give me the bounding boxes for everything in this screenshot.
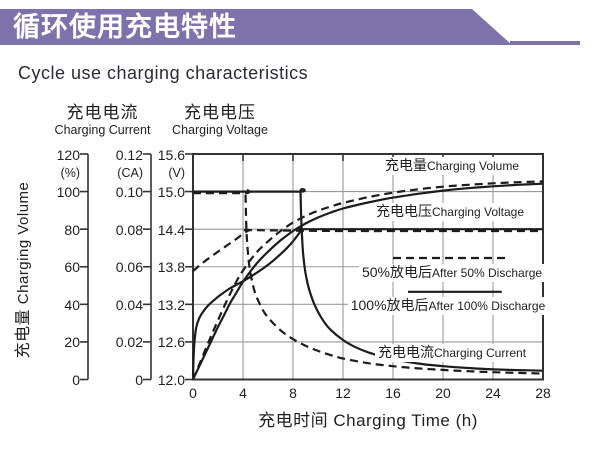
voltage-scale-tick-120: 12.0 (157, 372, 185, 388)
page-title-cjk: 循环使用充电特性 (13, 11, 237, 42)
volume-scale-tick-: (%) (60, 166, 80, 181)
legend-100-label-cjk: 100%放电后 (350, 297, 429, 313)
x-axis-title: 充电时间 Charging Time (h) (258, 411, 478, 430)
x-axis-tick-0: 0 (189, 385, 197, 401)
voltage-axis-header-cjk: 充电电压 (184, 103, 256, 122)
volume-scale-tick-80: 80 (64, 221, 80, 238)
current-scale-tick-002: 0.02 (115, 334, 143, 351)
curve-charging-voltage-after-100-discharge (191, 227, 543, 377)
page-subtitle: Cycle use charging characteristics (18, 63, 309, 83)
curve-charging-voltage-after-50-discharge (192, 228, 543, 272)
voltage-curve-label-cjk: 充电电压 (375, 203, 432, 219)
current-scale-tick-012: 0.12 (115, 146, 143, 163)
current-scale-tick-0: 0 (135, 372, 143, 388)
current-axis-header: 充电电流 Charging Current (40, 103, 165, 137)
curve-charging-current-after-50-discharge (192, 189, 544, 375)
x-axis-tick-24: 24 (485, 385, 501, 401)
voltage-scale-tick-150: 15.0 (157, 184, 185, 201)
volume-curve-label: 充电量Charging Volume (381, 157, 523, 175)
legend-50-label-en: After 50% Discharge (431, 266, 543, 280)
volume-scale-tick-60: 60 (64, 259, 80, 276)
x-axis-tick-16: 16 (385, 385, 401, 401)
header-banner: 循环使用充电特性 (0, 9, 512, 45)
volume-scale-tick-20: 20 (64, 334, 80, 351)
volume-scale-tick-100: 100 (56, 184, 80, 201)
current-curve-label-cjk: 充电电流 (377, 344, 434, 360)
x-axis-tick-28: 28 (535, 385, 551, 401)
x-axis-tick-4: 4 (239, 385, 247, 401)
volume-scale-tick-120: 120 (56, 146, 80, 163)
current-scale-tick-004: 0.04 (115, 296, 143, 313)
volume-scale-tick-40: 40 (64, 296, 80, 313)
voltage-curve-label: 充电电压Charging Voltage (372, 203, 528, 221)
current-scale-tick-010: 0.10 (115, 184, 143, 201)
current-scale-tick-CA: (CA) (117, 166, 143, 181)
x-axis-tick-8: 8 (289, 385, 297, 401)
current-scale-tick-006: 0.06 (115, 259, 143, 276)
legend-100-discharge-label: 100%放电后After 100% Discharge (347, 297, 549, 315)
volume-scale-tick-0: 0 (72, 372, 80, 388)
header-banner-tail-line (510, 41, 580, 45)
current-curve-label: 充电电流Charging Current (374, 344, 530, 362)
volume-curve-label-en: Charging Volume (426, 159, 520, 173)
voltage-axis-header: 充电电压 Charging Voltage (150, 103, 290, 137)
voltage-scale-tick-V: (V) (168, 166, 185, 181)
voltage-scale-tick-144: 14.4 (157, 221, 185, 238)
voltage-scale-tick-138: 13.8 (157, 259, 185, 276)
curve-charging-volume-after-50-discharge (191, 180, 544, 380)
x-axis-tick-20: 20 (435, 385, 451, 401)
curve-charging-current-after-100-discharge (193, 187, 544, 372)
voltage-scale-tick-156: 15.6 (157, 146, 185, 163)
voltage-scale-tick-132: 13.2 (157, 296, 185, 313)
current-curve-label-en: Charging Current (433, 346, 527, 360)
legend-100-label-en: After 100% Discharge (428, 299, 546, 313)
current-axis-header-en: Charging Current (54, 122, 151, 137)
current-scale-tick-008: 0.08 (115, 221, 143, 238)
curve-charging-volume-after-100-discharge (191, 182, 544, 380)
x-axis-tick-12: 12 (335, 385, 351, 401)
volume-curve-label-cjk: 充电量 (384, 157, 427, 173)
voltage-scale-tick-126: 12.6 (157, 334, 185, 351)
voltage-axis-header-en: Charging Voltage (172, 122, 268, 137)
legend-50-discharge-label: 50%放电后After 50% Discharge (358, 264, 546, 282)
current-axis-header-cjk: 充电电流 (66, 103, 139, 122)
voltage-curve-label-en: Charging Voltage (431, 205, 525, 219)
legend-50-label-cjk: 50%放电后 (361, 264, 432, 280)
